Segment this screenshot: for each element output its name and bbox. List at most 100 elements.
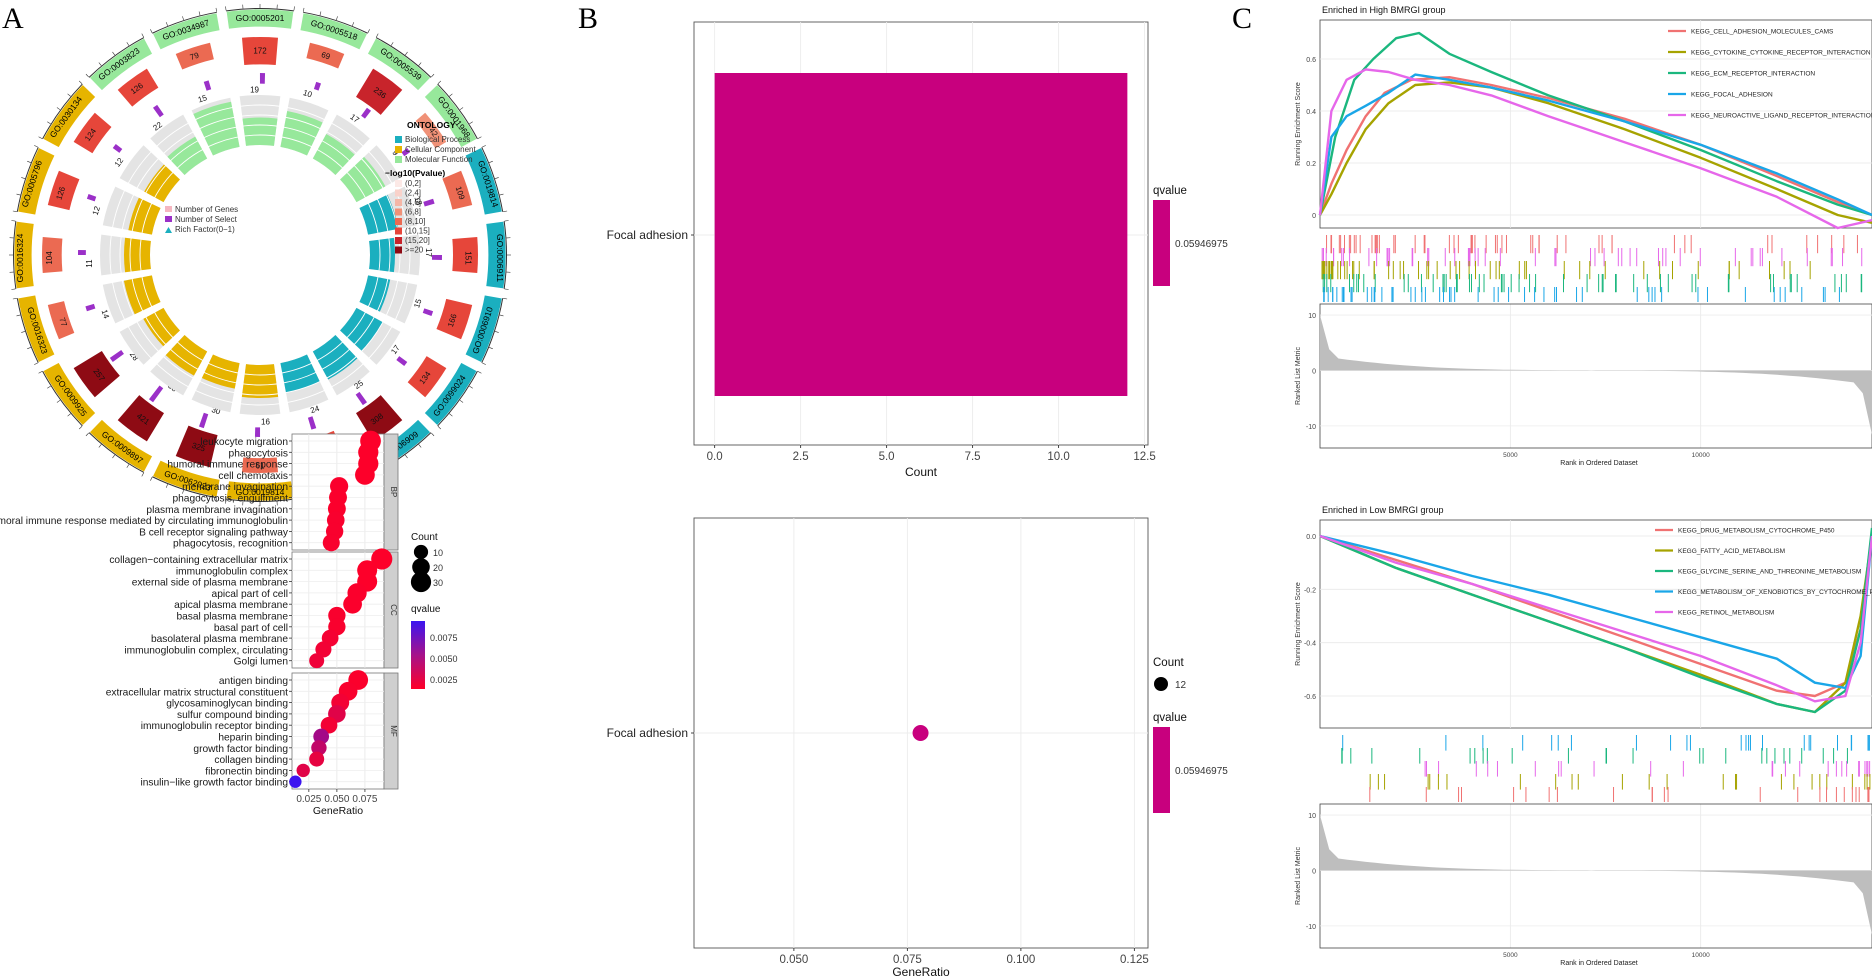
pvalue-legend-label: (10,15]	[405, 227, 430, 236]
pvalue-legend-swatch	[395, 199, 402, 206]
sector-tick	[78, 80, 83, 84]
es-curve	[1318, 81, 1872, 224]
term-label: immunoglobulin complex	[176, 566, 288, 577]
gene-count-bar	[47, 301, 75, 340]
sector-tick	[293, 6, 295, 11]
gene-count-bar	[442, 170, 473, 210]
gene-count-bar	[73, 112, 112, 154]
sector-id-label: GO:0006911	[495, 234, 505, 282]
rich-factor-bar	[359, 275, 391, 312]
term-label: apical part of cell	[212, 589, 288, 600]
x-tick-label: 0.025	[296, 794, 321, 805]
metric-panel	[1319, 303, 1872, 449]
x-tick-label: 0.075	[352, 794, 377, 805]
legend-label: KEGG_CYTOKINE_CYTOKINE_RECEPTOR_INTERACT…	[1691, 50, 1871, 57]
select-count-bar	[85, 303, 96, 312]
count-legend-title: Count	[411, 532, 438, 543]
metric-tick-label: 0	[1312, 368, 1316, 375]
sector-tick	[418, 62, 422, 66]
facet-strip	[383, 551, 399, 669]
pvalue-legend-swatch	[395, 218, 402, 225]
pvalue-legend-swatch	[395, 227, 402, 235]
rich-factor-bar	[165, 335, 208, 376]
qvalue-legend-label: 0.0050	[430, 654, 458, 664]
legend-label: KEGG_FATTY_ACID_METABOLISM	[1678, 548, 1785, 555]
pvalue-legend-label: (6,8]	[405, 208, 421, 217]
metric-axis-title: Ranked List Metric	[1295, 847, 1302, 905]
select-count-bar	[307, 416, 317, 430]
sector-tick	[437, 426, 442, 430]
select-count-label: 14	[100, 308, 111, 320]
qvalue-legend-label: 0.0075	[430, 633, 458, 643]
legend-label: KEGG_ECM_RECEPTOR_INTERACTION	[1691, 71, 1815, 78]
count-legend-label: 10	[433, 548, 443, 558]
select-count-bar	[86, 193, 97, 202]
term-label: antigen binding	[219, 676, 288, 687]
gsea-title: Enriched in High BMRGI group	[1322, 5, 1446, 15]
metric-tick-label: -10	[1306, 424, 1316, 431]
legend-label: KEGG_FOCAL_ADHESION	[1691, 92, 1773, 99]
qvalue-colorbar	[411, 621, 425, 689]
gene-count-bar	[175, 42, 214, 70]
sector-tick	[477, 371, 482, 374]
qvalue-legend-title: qvalue	[411, 604, 441, 615]
sector-tick	[504, 220, 509, 222]
x-axis-title: Count	[905, 465, 938, 479]
y-tick-label: -0.2	[1304, 587, 1316, 594]
facet-strip-label: CC	[389, 604, 398, 616]
term-label: cell chemotaxis	[218, 471, 288, 482]
sector-id-band	[17, 294, 56, 363]
gene-count-label: 79	[189, 51, 201, 62]
sector-id-label: GO:0016324	[15, 233, 25, 282]
select-count-bar	[148, 385, 164, 403]
select-count-label: 18	[413, 195, 424, 207]
gene-count-bar	[356, 68, 403, 115]
metric-tick-label: 0	[1312, 868, 1316, 875]
gene-count-label: 61	[256, 462, 265, 471]
sector-axis	[481, 147, 504, 212]
term-dot	[309, 751, 325, 767]
sector-tick	[16, 314, 21, 317]
sector-tick	[499, 314, 504, 317]
sector-tick	[98, 62, 102, 66]
sector-tick	[47, 121, 51, 125]
term-label: Golgi lumen	[234, 657, 288, 668]
sector-tick	[85, 73, 89, 78]
gene-count-label: 104	[45, 251, 54, 265]
gene-count-label: 166	[446, 312, 459, 328]
sector-tick	[459, 107, 464, 111]
rich-factor-bar	[241, 364, 279, 398]
sector-tick	[12, 298, 17, 300]
sector-tick	[336, 16, 338, 21]
y-tick-label: 0.0	[1306, 534, 1316, 541]
sector-tick	[126, 464, 130, 468]
rich-factor-bar	[123, 237, 151, 273]
rich-factor-bar	[242, 117, 278, 146]
x-axis-title: Rank in Ordered Dataset	[1560, 960, 1637, 967]
sector-tick	[56, 399, 61, 403]
sector-tick	[404, 51, 408, 56]
hit-panel	[1320, 231, 1872, 304]
gene-count-label: 172	[253, 47, 267, 56]
term-label: leukocyte migration	[200, 437, 288, 448]
select-count-bar	[203, 80, 212, 91]
term-label: growth factor binding	[193, 744, 288, 755]
sector-tick	[85, 432, 89, 437]
legend-label: KEGG_DRUG_METABOLISM_CYTOCHROME_P450	[1678, 528, 1835, 535]
panel-letter: C	[1232, 2, 1252, 35]
term-dot	[322, 534, 340, 552]
sector-tick	[38, 136, 43, 139]
x-tick-label: 5000	[1503, 452, 1518, 459]
inner-gridline	[139, 134, 381, 376]
sector-tick	[47, 385, 51, 389]
sector-axis	[481, 298, 504, 363]
select-count-label: 16	[261, 417, 270, 426]
gene-count-bar	[306, 42, 345, 69]
sector-axis	[303, 11, 368, 34]
sector-id-band	[88, 37, 154, 92]
sector-axis	[226, 8, 294, 12]
sector-tick	[494, 177, 499, 179]
gsea-title: Enriched in Low BMRGI group	[1322, 505, 1444, 515]
term-label: humoral immune response	[167, 460, 288, 471]
